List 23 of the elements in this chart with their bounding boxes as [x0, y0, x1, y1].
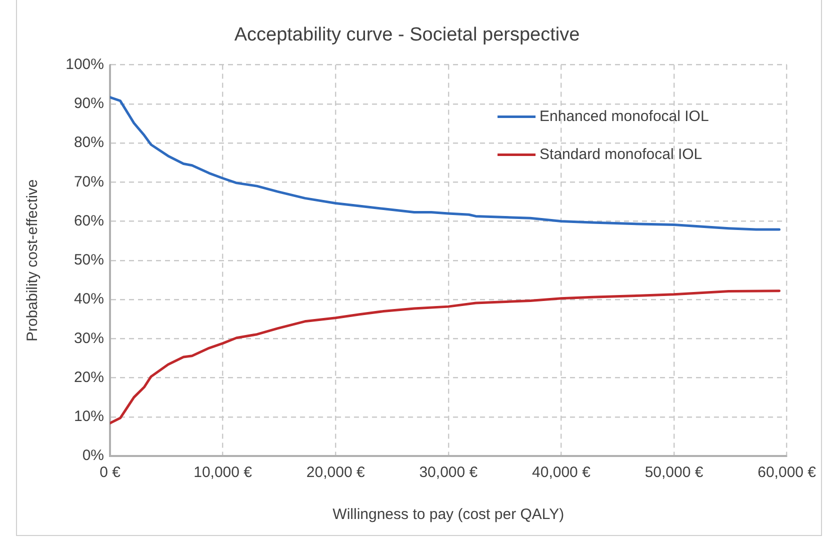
x-tick-label: 10,000 €: [194, 464, 253, 482]
y-tick-label: 30%: [74, 330, 104, 347]
x-tick-label: 40,000 €: [532, 464, 592, 482]
x-tick-label: 50,000 €: [644, 464, 704, 482]
x-tick-label: 20,000 €: [306, 464, 366, 482]
y-tick-label: 40%: [74, 290, 104, 308]
y-tick-label: 80%: [74, 134, 104, 152]
y-axis-title: Probability cost-effective: [24, 179, 42, 342]
y-tick-label: 90%: [74, 95, 104, 112]
legend-label: Enhanced monofocal IOL: [540, 108, 709, 125]
y-tick-label: 0%: [82, 447, 104, 464]
y-tick-label: 10%: [74, 408, 104, 426]
y-tick-label: 50%: [74, 252, 104, 269]
legend-label: Standard monofocal IOL: [540, 146, 702, 163]
y-tick-label: 70%: [74, 173, 104, 190]
y-tick-label: 100%: [66, 56, 104, 73]
x-axis-title: Willingness to pay (cost per QALY): [332, 506, 564, 524]
x-tick-label: 60,000 €: [758, 464, 817, 482]
y-tick-label: 20%: [74, 368, 104, 386]
chart-title: Acceptability curve - Societal perspective: [234, 24, 580, 46]
x-tick-label: 0 €: [100, 464, 122, 482]
y-tick-label: 60%: [74, 212, 104, 230]
x-tick-label: 30,000 €: [419, 464, 478, 482]
